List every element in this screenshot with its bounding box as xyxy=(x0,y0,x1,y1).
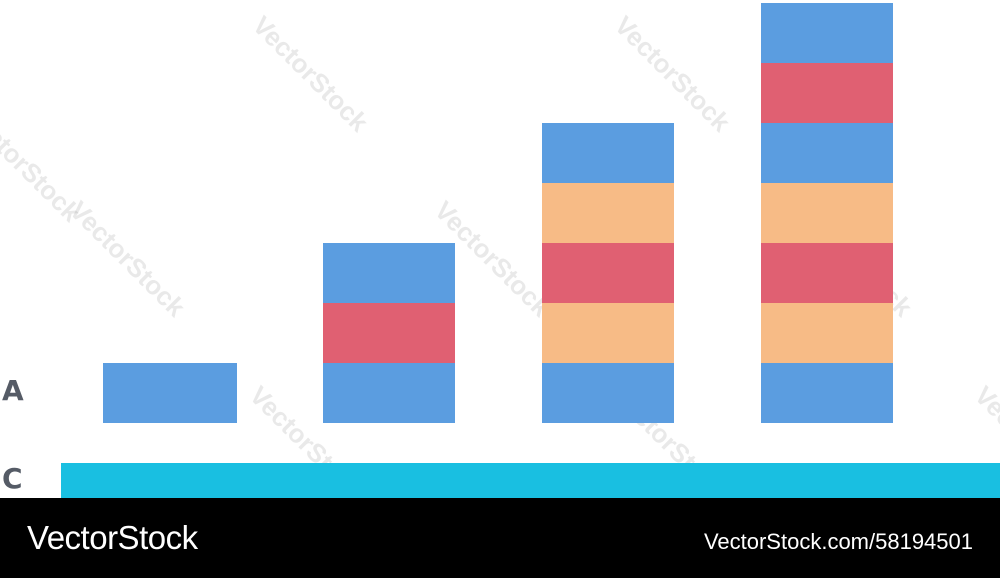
block-stack-1 xyxy=(103,363,237,423)
blue-block xyxy=(323,363,455,423)
block-stack-4 xyxy=(761,3,893,423)
watermark-text: VectorStock xyxy=(608,10,737,138)
red-block xyxy=(542,243,674,303)
watermark-text: VectorStock xyxy=(246,10,375,138)
footer-bar: VectorStock VectorStock.com/58194501 xyxy=(0,498,1000,578)
watermark-text: VectorStock xyxy=(0,100,87,228)
blue-block xyxy=(103,363,237,423)
orange-block xyxy=(761,303,893,363)
blue-block xyxy=(542,123,674,183)
block-stack-2 xyxy=(323,243,455,423)
footer-image-id: VectorStock.com/58194501 xyxy=(703,529,973,554)
orange-block xyxy=(542,183,674,243)
illustration-canvas: VectorStock VectorStock VectorStock VectorS… xyxy=(0,3,1000,507)
watermark-text: VectorStock xyxy=(63,195,192,323)
red-block xyxy=(761,243,893,303)
block-stack-3 xyxy=(542,123,674,423)
red-block xyxy=(323,303,455,363)
blue-block xyxy=(761,3,893,63)
footer-brand: VectorStock xyxy=(27,519,198,556)
blue-block xyxy=(323,243,455,303)
red-block xyxy=(761,63,893,123)
letter-c-label: C xyxy=(2,462,23,495)
base-bar xyxy=(61,463,1000,498)
orange-block xyxy=(761,183,893,243)
blue-block xyxy=(542,363,674,423)
blue-block xyxy=(761,363,893,423)
blue-block xyxy=(761,123,893,183)
orange-block xyxy=(542,303,674,363)
letter-a-label: A xyxy=(2,374,24,407)
